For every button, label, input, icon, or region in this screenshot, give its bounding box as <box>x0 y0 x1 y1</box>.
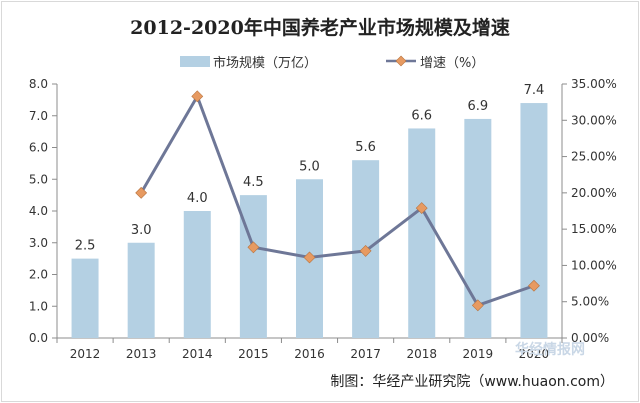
bar-value-label: 6.6 <box>411 108 432 123</box>
chart-title: 2012-2020年中国养老产业市场规模及增速 <box>130 16 510 39</box>
x-tick-label: 2013 <box>126 347 157 361</box>
bar <box>408 128 436 338</box>
bar-value-label: 3.0 <box>131 223 152 238</box>
growth-point <box>359 244 372 257</box>
x-tick-label: 2014 <box>182 347 213 361</box>
bar-value-label: 5.6 <box>355 140 376 155</box>
bar-value-label: 5.0 <box>299 159 320 174</box>
bar <box>239 195 267 338</box>
y-right-tick-label: 30.00% <box>571 113 617 127</box>
watermark: 华经情报网 <box>515 341 585 358</box>
y-right-tick-label: 10.00% <box>571 258 617 272</box>
x-tick-label: 2020 <box>519 347 550 361</box>
legend-line-label: 增速（%） <box>420 56 484 71</box>
bar <box>183 211 211 338</box>
x-tick-label: 2016 <box>294 347 325 361</box>
bar-value-label: 6.9 <box>467 99 488 114</box>
x-tick-label: 2015 <box>238 347 269 361</box>
growth-line <box>139 94 535 307</box>
growth-point <box>135 186 148 199</box>
growth-point <box>303 251 316 264</box>
y-left-tick-label: 6.0 <box>29 141 48 155</box>
bar-value-label: 2.5 <box>75 239 96 254</box>
y-left-tick-label: 3.0 <box>29 236 48 250</box>
x-tick-label: 2018 <box>406 347 437 361</box>
x-tick-label: 2012 <box>70 347 101 361</box>
y-right-tick-label: 20.00% <box>571 186 617 200</box>
bar <box>520 103 548 338</box>
axes: 0.0 1.0 2.0 3.0 4.0 5.0 6.0 7.0 8.0 0.00% 5.00% 10.… <box>29 77 617 361</box>
x-tick-label: 2017 <box>350 347 381 361</box>
bar-value-label: 7.4 <box>524 83 545 98</box>
y-left-tick-label: 4.0 <box>29 204 48 218</box>
bar-value-label: 4.5 <box>243 175 264 190</box>
line-series <box>135 90 540 312</box>
y-right-tick-label: 0.00% <box>571 331 609 345</box>
y-right-tick-label: 15.00% <box>571 222 617 236</box>
y-left-tick-label: 5.0 <box>29 172 48 186</box>
y-left-tick-label: 7.0 <box>29 109 48 123</box>
source-note: 制图：华经产业研究院（www.huaon.com） <box>330 374 614 390</box>
growth-point <box>471 299 484 312</box>
bar-data-labels: 2.5 3.0 4.0 4.5 5.0 5.6 6.6 6.9 7.4 <box>75 83 545 254</box>
growth-point <box>528 279 540 292</box>
growth-point <box>247 241 260 254</box>
bar <box>127 242 155 338</box>
growth-point <box>191 90 204 103</box>
growth-point <box>415 202 428 215</box>
y-right-tick-label: 5.00% <box>571 295 609 309</box>
y-left-tick-label: 8.0 <box>29 77 48 91</box>
legend-line-marker <box>395 55 407 67</box>
bar-value-label: 4.0 <box>187 191 208 206</box>
y-right-tick-label: 25.00% <box>571 150 617 164</box>
legend: 市场规模（万亿） 增速（%） <box>180 55 484 71</box>
legend-bar-label: 市场规模（万亿） <box>213 55 317 71</box>
x-tick-label: 2019 <box>463 347 494 361</box>
legend-bar-swatch <box>180 56 210 67</box>
y-left-tick-label: 0.0 <box>29 331 48 345</box>
y-left-tick-label: 1.0 <box>29 299 48 313</box>
bar <box>71 258 99 338</box>
y-left-tick-label: 2.0 <box>29 268 48 282</box>
y-right-tick-label: 35.00% <box>571 77 617 91</box>
